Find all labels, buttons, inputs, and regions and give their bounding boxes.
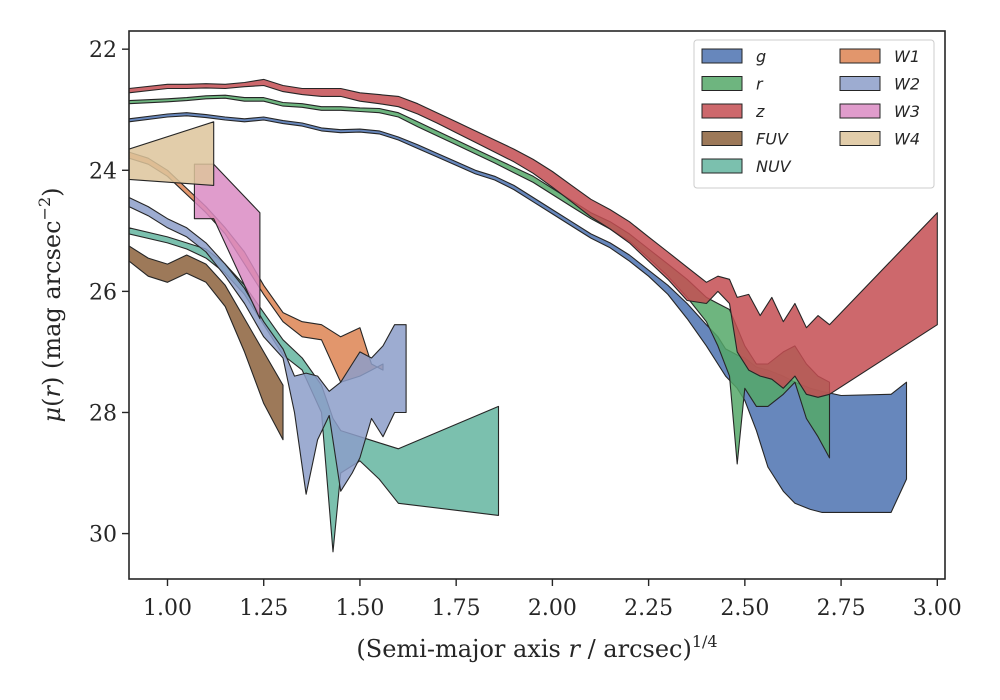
legend-label-nuv: NUV	[756, 157, 792, 176]
legend-label-w4: W4	[894, 130, 920, 149]
x-tick-label: 2.50	[720, 596, 769, 621]
legend-label-w3: W3	[894, 102, 920, 121]
y-tick-label: 30	[89, 523, 117, 548]
x-tick-label: 1.00	[143, 596, 192, 621]
x-tick-label: 2.25	[624, 596, 673, 621]
y-tick-label: 22	[89, 38, 117, 63]
legend-swatch-r	[701, 76, 743, 91]
legend-swatch-fuv	[701, 131, 743, 146]
legend-label-fuv: FUV	[756, 130, 789, 149]
series-bands	[129, 78, 938, 553]
legend-label-r: r	[756, 75, 764, 94]
legend-swatch-w3	[839, 103, 881, 119]
x-tick-label: 1.25	[239, 596, 288, 621]
legend: grz FUV NUV W1 W2 W3 W4	[693, 39, 935, 189]
band-fuv	[129, 245, 284, 441]
x-tick-label: 2.00	[528, 596, 577, 621]
plot-frame	[128, 30, 946, 580]
legend-label-w1: W1	[894, 47, 920, 66]
y-tick-label: 24	[89, 159, 117, 184]
legend-swatch-w1	[839, 48, 881, 64]
legend-swatch-g	[701, 48, 743, 64]
band-g	[129, 112, 908, 513]
x-axis: 1.00 1.25 1.50 1.75 2.00 2.25 2.50 2.75 3.00	[143, 579, 962, 621]
band-z	[129, 78, 938, 398]
x-tick-label: 3.00	[913, 596, 962, 621]
legend-swatch-w2	[839, 76, 881, 91]
legend-swatch-nuv	[701, 158, 743, 174]
x-tick-label: 1.50	[335, 596, 384, 621]
band-r	[129, 94, 831, 465]
legend-label-z: z	[755, 102, 765, 121]
y-tick-label: 28	[89, 401, 117, 426]
band-w4	[129, 121, 215, 186]
legend-label-g: g	[756, 47, 766, 66]
x-axis-label: (Semi-major axis r / arcsec)1/4	[356, 632, 717, 663]
y-tick-label: 26	[89, 280, 117, 305]
x-tick-label: 2.75	[817, 596, 866, 621]
legend-swatch-z	[701, 103, 743, 119]
y-axis: 22 24 26 28 30	[89, 38, 129, 548]
legend-label-w2: W2	[894, 75, 920, 94]
y-axis-label: μ(r) (mag arcsec−2)	[35, 187, 66, 422]
legend-swatch-w4	[839, 131, 881, 146]
x-tick-label: 1.75	[432, 596, 481, 621]
